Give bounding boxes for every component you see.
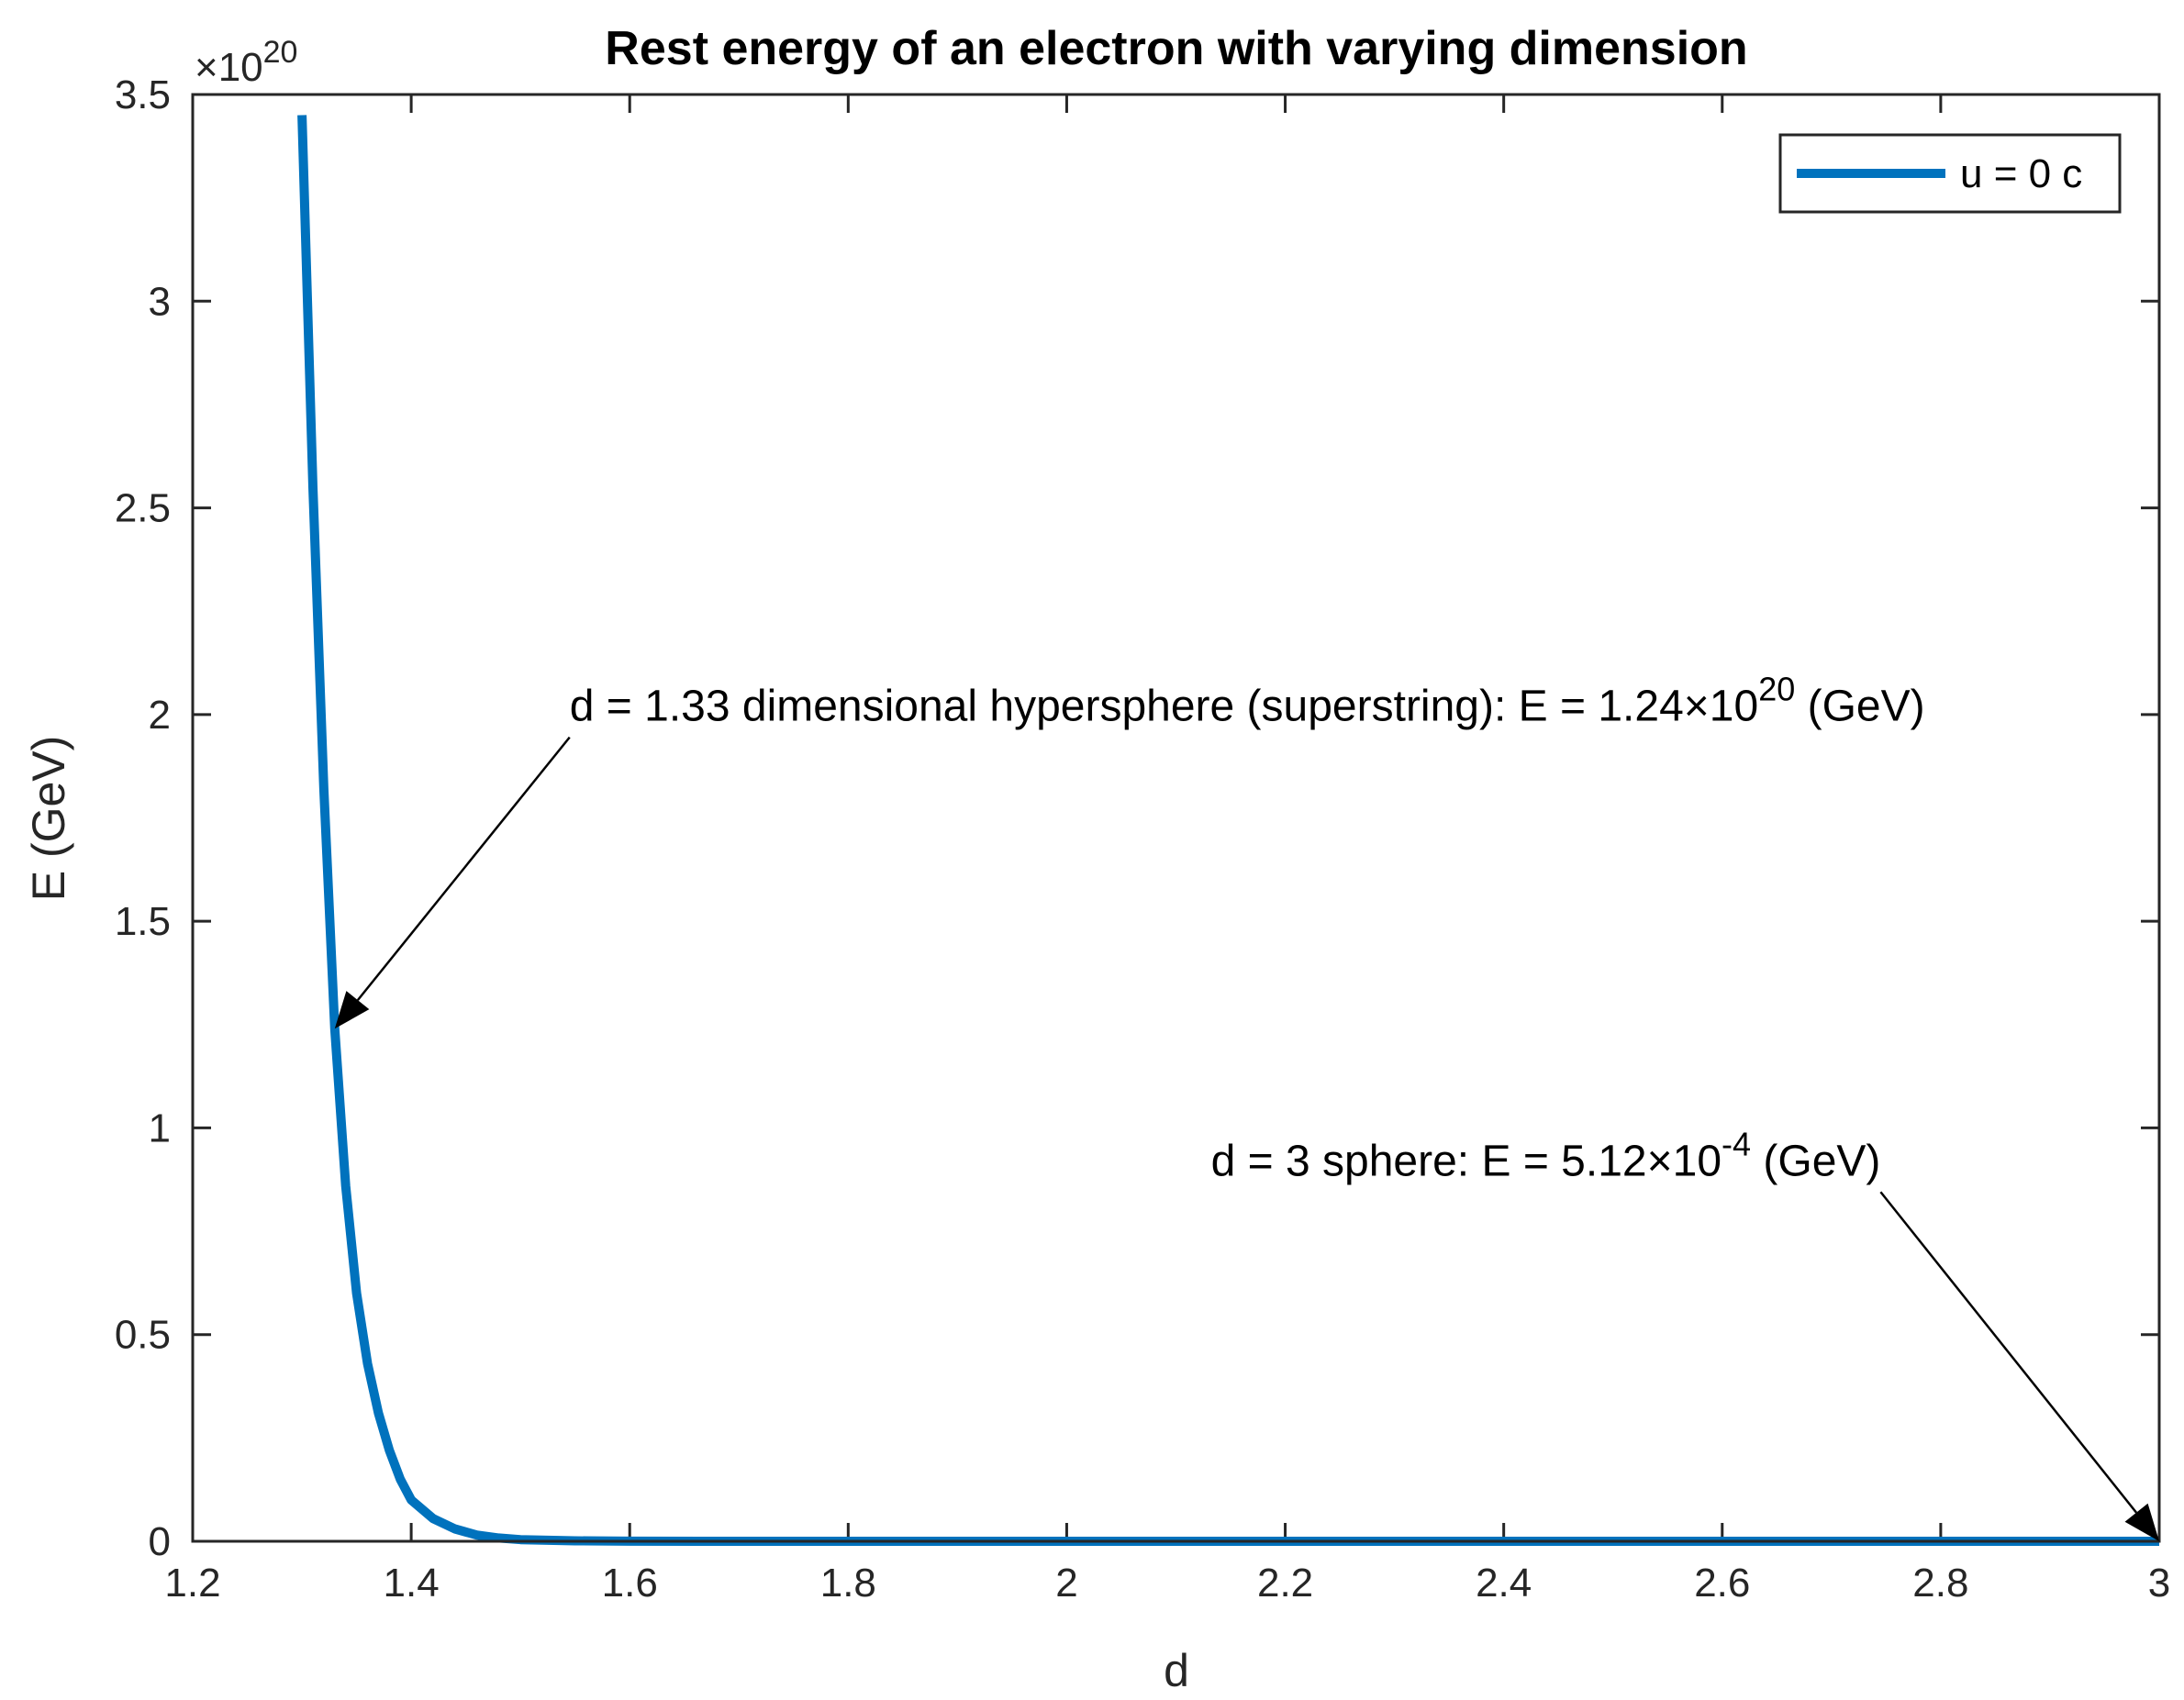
- annotation-arrow-superstring: [356, 736, 571, 1001]
- y-tick-label: 1.5: [115, 899, 171, 944]
- annotation-text-sphere: d = 3 sphere: E = 5.12×10-4 (GeV): [1211, 1125, 1881, 1185]
- x-tick-label: 2: [1055, 1561, 1077, 1606]
- y-axis-ticks: 0 0.5 1 1.5 2 2.5 3 3.5: [115, 72, 2159, 1564]
- annotation-text-superstring: d = 1.33 dimensional hypersphere (supers…: [570, 671, 1925, 731]
- y-axis-label: E (GeV): [23, 736, 74, 902]
- x-tick-label: 1.4: [384, 1561, 440, 1606]
- annotations: d = 1.33 dimensional hypersphere (supers…: [334, 671, 2159, 1541]
- annotation-arrowhead-sphere: [2124, 1503, 2159, 1541]
- annotation-arrowhead-superstring: [334, 991, 370, 1029]
- x-tick-label: 3: [2148, 1561, 2170, 1606]
- x-tick-label: 2.4: [1476, 1561, 1532, 1606]
- x-tick-label: 2.2: [1257, 1561, 1313, 1606]
- svg-text:×1020: ×1020: [195, 35, 297, 90]
- y-tick-label: 3: [149, 279, 171, 324]
- annotation-arrow-sphere: [1879, 1191, 2138, 1514]
- y-axis-exponent: ×1020: [195, 35, 297, 90]
- chart-title: Rest energy of an electron with varying …: [605, 22, 1747, 75]
- y-tick-label: 0.5: [115, 1313, 171, 1358]
- legend: u = 0 c: [1778, 133, 2122, 214]
- y-tick-label: 2: [149, 693, 171, 738]
- x-axis-ticks: 1.2 1.4 1.6 1.8 2 2.2 2.4 2.6 2.8 3: [164, 94, 2170, 1606]
- y-tick-label: 0: [149, 1519, 171, 1564]
- x-tick-label: 2.8: [1912, 1561, 1968, 1606]
- legend-entry-label: u = 0 c: [1960, 151, 2082, 196]
- x-tick-label: 1.2: [164, 1561, 220, 1606]
- y-tick-label: 2.5: [115, 486, 171, 531]
- y-tick-label: 3.5: [115, 72, 171, 117]
- axes-box: [191, 93, 2161, 1543]
- x-tick-label: 1.8: [820, 1561, 876, 1606]
- x-axis-label: d: [1164, 1645, 1189, 1696]
- x-tick-label: 1.6: [602, 1561, 658, 1606]
- x-tick-label: 2.6: [1694, 1561, 1750, 1606]
- y-tick-label: 1: [149, 1106, 171, 1150]
